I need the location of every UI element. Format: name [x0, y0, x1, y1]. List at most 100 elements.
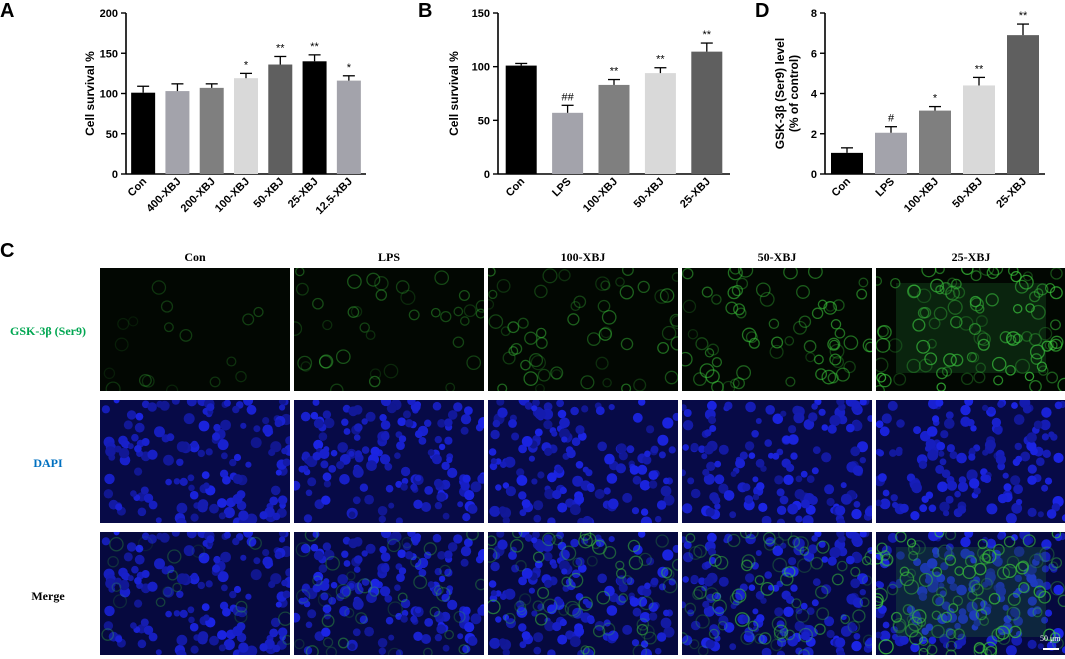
nucleus	[330, 449, 338, 457]
nucleus	[221, 452, 228, 460]
nucleus	[551, 430, 558, 437]
nucleus	[547, 472, 557, 483]
green-cell	[534, 284, 548, 299]
green-cell	[1050, 580, 1065, 596]
green-cell	[375, 289, 388, 301]
green-cell	[242, 313, 255, 326]
nucleus	[155, 517, 162, 523]
nucleus	[462, 474, 471, 483]
nucleus	[233, 585, 242, 594]
nucleus	[366, 592, 377, 603]
nucleus	[604, 585, 615, 597]
nucleus	[802, 515, 814, 523]
nucleus	[946, 480, 958, 491]
nucleus	[323, 417, 335, 429]
green-cell	[784, 566, 796, 578]
nucleus	[925, 623, 934, 631]
nucleus	[118, 579, 130, 591]
green-cell	[899, 571, 915, 587]
nucleus	[751, 562, 759, 570]
y-axis-label: Cell survival %	[83, 51, 97, 136]
green-cell	[615, 568, 627, 579]
nucleus	[683, 409, 692, 417]
nucleus	[714, 592, 722, 600]
nucleus	[240, 554, 247, 561]
nucleus	[966, 469, 978, 481]
nucleus	[748, 452, 756, 459]
nucleus	[410, 483, 418, 491]
green-cell	[969, 579, 981, 591]
green-cell	[580, 375, 595, 390]
nucleus	[246, 404, 257, 415]
nucleus	[638, 532, 646, 538]
nucleus	[438, 575, 446, 583]
nucleus	[130, 622, 137, 629]
nucleus	[704, 429, 712, 437]
nucleus	[434, 633, 443, 642]
micrograph-image	[488, 268, 678, 391]
nucleus	[943, 642, 950, 649]
nucleus	[824, 616, 835, 627]
nucleus	[438, 443, 446, 451]
nucleus	[398, 567, 407, 575]
green-cell	[1047, 340, 1058, 351]
nucleus	[457, 501, 464, 508]
green-cell	[532, 551, 545, 563]
green-cell	[981, 553, 991, 563]
x-tick-label: 200-XBJ	[179, 176, 218, 215]
nucleus	[348, 538, 359, 549]
micrograph-tile	[294, 400, 484, 523]
nucleus	[319, 580, 330, 591]
nucleus	[245, 593, 252, 600]
nucleus	[359, 483, 369, 492]
nucleus	[460, 558, 469, 567]
nucleus	[272, 644, 281, 653]
nucleus	[648, 612, 658, 621]
nucleus	[682, 576, 689, 583]
nucleus	[851, 640, 862, 652]
nucleus	[343, 428, 351, 435]
nucleus	[818, 408, 826, 416]
nucleus	[246, 645, 258, 655]
nucleus	[424, 419, 432, 427]
nucleus	[587, 616, 595, 625]
nucleus	[638, 400, 646, 406]
green-cell	[876, 337, 891, 353]
nucleus	[348, 511, 356, 518]
green-cell	[1050, 268, 1063, 280]
nucleus	[879, 426, 890, 437]
green-cell	[823, 301, 838, 315]
nucleus	[663, 477, 670, 485]
green-cell	[960, 372, 974, 386]
column-label: 50-XBJ	[757, 250, 797, 264]
green-cell	[893, 372, 907, 386]
nucleus	[574, 626, 585, 637]
green-cell	[1024, 371, 1035, 382]
nucleus	[755, 590, 765, 600]
nucleus	[379, 454, 391, 465]
green-cell	[817, 299, 828, 310]
nucleus	[648, 602, 659, 612]
bar	[1007, 35, 1039, 175]
green-cell	[813, 354, 824, 365]
nucleus	[682, 420, 694, 431]
green-cell	[935, 285, 945, 295]
nucleus	[524, 534, 533, 542]
green-cell	[322, 319, 333, 331]
green-cell	[357, 578, 373, 594]
nucleus	[274, 551, 283, 560]
green-cell	[517, 317, 529, 329]
x-tick-label: 50-XBJ	[950, 176, 985, 211]
nucleus	[878, 605, 887, 614]
nucleus	[853, 633, 861, 640]
y-tick-label: 150	[472, 8, 490, 20]
nucleus	[165, 478, 172, 486]
nucleus	[556, 400, 564, 408]
nucleus	[544, 620, 555, 632]
green-cell	[895, 532, 907, 543]
nucleus	[723, 490, 735, 501]
nucleus	[341, 550, 349, 558]
green-cell	[475, 578, 484, 591]
nucleus	[353, 434, 361, 441]
green-cell	[830, 319, 842, 330]
